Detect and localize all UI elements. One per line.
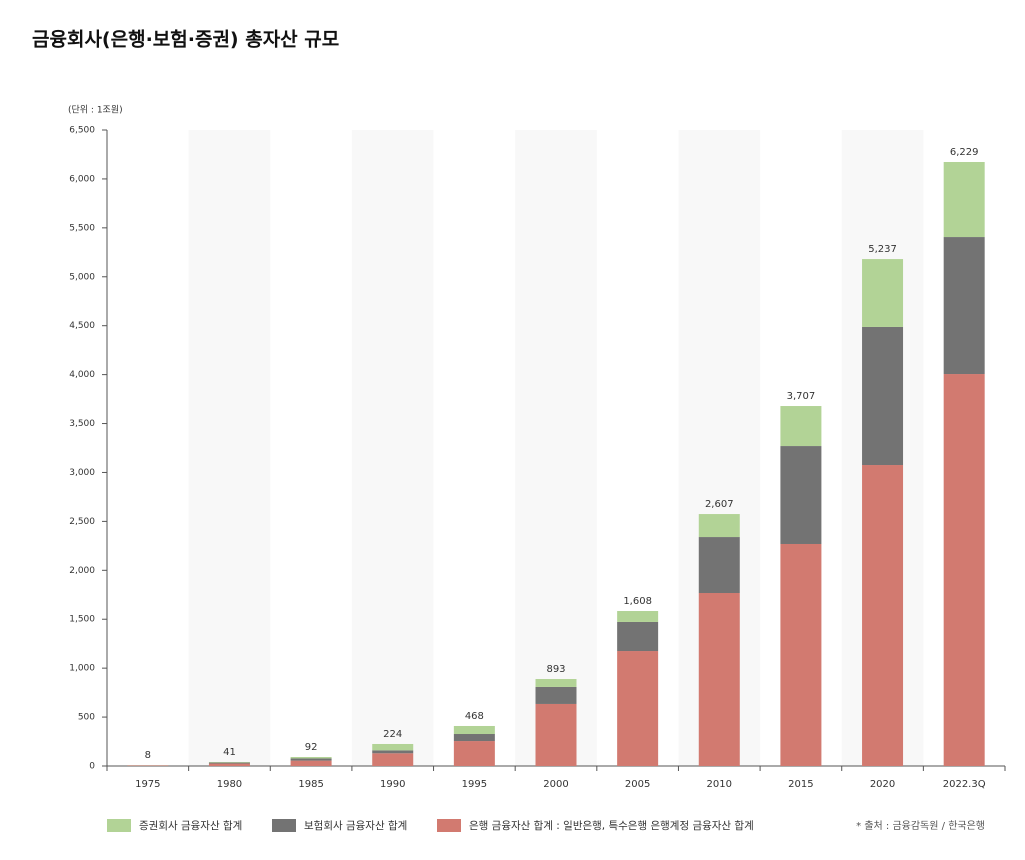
bar-segment xyxy=(617,651,659,766)
bar-segment xyxy=(372,743,414,751)
y-tick-label: 6,500 xyxy=(69,126,95,136)
bar-segment xyxy=(943,237,985,375)
unit-label: (단위 : 1조원) xyxy=(68,105,123,116)
bar-segment xyxy=(290,758,332,761)
total-label: 893 xyxy=(546,664,565,675)
x-tick-label: 2010 xyxy=(707,779,732,790)
y-tick-label: 5,500 xyxy=(69,223,95,233)
legend-swatch xyxy=(437,819,461,832)
bar-segment xyxy=(535,703,577,766)
bar-segment xyxy=(617,621,659,652)
bar-segment xyxy=(453,741,495,766)
y-tick-label: 1,500 xyxy=(69,615,95,625)
x-tick-label: 1995 xyxy=(462,779,487,790)
x-tick-label: 2022.3Q xyxy=(943,779,986,790)
x-tick-label: 1985 xyxy=(298,779,323,790)
x-tick-label: 2015 xyxy=(788,779,813,790)
bar-segment xyxy=(780,406,822,447)
bar-segment xyxy=(208,763,250,766)
bar-segment xyxy=(862,326,904,466)
bar-segment xyxy=(698,537,740,594)
bar-segment xyxy=(943,161,985,238)
chart-title: 금융회사(은행·보험·증권) 총자산 규모 xyxy=(32,29,339,51)
bar-segment xyxy=(535,679,577,687)
bar-segment xyxy=(208,762,250,764)
y-tick-label: 0 xyxy=(89,762,95,772)
y-tick-label: 2,500 xyxy=(69,517,95,527)
total-label: 41 xyxy=(223,747,236,758)
column-shade xyxy=(188,130,271,766)
x-tick-label: 2020 xyxy=(870,779,895,790)
legend-swatch xyxy=(272,819,296,832)
bar-segment xyxy=(780,446,822,544)
y-tick-label: 500 xyxy=(78,713,95,723)
y-tick-label: 4,000 xyxy=(69,370,95,380)
total-label: 5,237 xyxy=(868,244,897,255)
bar-segment xyxy=(698,514,740,538)
total-label: 2,607 xyxy=(705,499,734,510)
bar-segment xyxy=(862,465,904,766)
y-tick-label: 6,000 xyxy=(69,174,95,184)
x-tick-label: 2005 xyxy=(625,779,650,790)
y-tick-label: 3,500 xyxy=(69,419,95,429)
total-label: 6,229 xyxy=(950,147,979,158)
total-label: 8 xyxy=(145,750,151,761)
y-tick-label: 2,000 xyxy=(69,566,95,576)
bar-segment xyxy=(698,593,740,766)
bar-segment xyxy=(290,760,332,766)
total-label: 224 xyxy=(383,729,402,740)
total-label: 468 xyxy=(465,711,484,722)
bar-segment xyxy=(535,686,577,704)
bar-segment xyxy=(208,761,250,763)
bar-segment xyxy=(453,734,495,742)
x-tick-label: 2000 xyxy=(543,779,568,790)
bar-segment xyxy=(862,259,904,327)
total-label: 92 xyxy=(305,742,318,753)
bar-segment xyxy=(617,611,659,622)
bar-segment xyxy=(372,750,414,754)
source: * 출처 : 금융감독원 / 한국은행 xyxy=(856,820,985,832)
x-tick-label: 1980 xyxy=(217,779,242,790)
total-label: 3,707 xyxy=(787,391,816,402)
y-tick-label: 5,000 xyxy=(69,272,95,282)
x-tick-label: 1990 xyxy=(380,779,405,790)
bar-segment xyxy=(943,374,985,766)
bar-segment xyxy=(453,725,495,735)
total-label: 1,608 xyxy=(623,596,652,607)
legend-label: 은행 금융자산 합계 : 일반은행, 특수은행 은행계정 금융자산 합계 xyxy=(469,819,754,832)
bar-segment xyxy=(372,753,414,766)
bar-segment xyxy=(290,756,332,759)
legend-label: 증권회사 금융자산 합계 xyxy=(139,820,242,832)
bar-segment xyxy=(780,543,822,766)
x-tick-label: 1975 xyxy=(135,779,160,790)
column-shade xyxy=(515,130,597,766)
y-tick-label: 1,000 xyxy=(69,664,95,674)
y-tick-label: 4,500 xyxy=(69,321,95,331)
column-shade xyxy=(351,130,434,766)
y-tick-label: 3,000 xyxy=(69,468,95,478)
legend-label: 보험회사 금융자산 합계 xyxy=(304,820,407,832)
legend-swatch xyxy=(107,819,131,832)
